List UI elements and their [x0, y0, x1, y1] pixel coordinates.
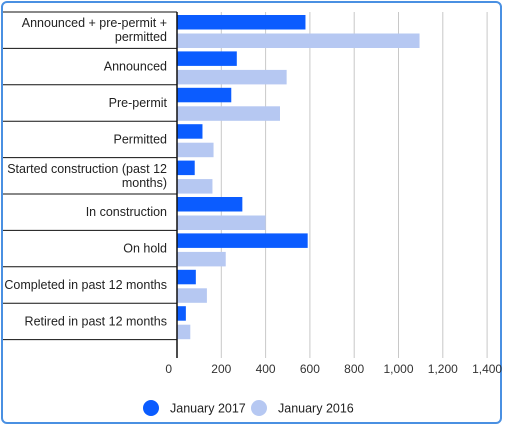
- bar-jan-2016-5: [177, 215, 266, 230]
- bars: [177, 15, 420, 340]
- category-labels: Announced + pre-permit + permitted Announc…: [4, 16, 167, 328]
- bar-jan-2016-1: [177, 69, 287, 85]
- bar-jan-2017-0: [177, 15, 306, 30]
- bar-jan-2016-2: [177, 106, 280, 121]
- bar-jan-2017-5: [177, 197, 243, 212]
- legend-label: January 2016: [278, 402, 354, 416]
- legend: January 2017 January 2016: [143, 400, 354, 416]
- bar-jan-2017-6: [177, 233, 308, 248]
- bar-jan-2016-4: [177, 179, 213, 194]
- bar-jan-2017-1: [177, 51, 237, 66]
- bar-jan-2016-8: [177, 324, 191, 340]
- x-tick-label: 1,200: [428, 362, 458, 376]
- bar-jan-2017-2: [177, 87, 232, 103]
- x-tick-label: 1,000: [383, 362, 413, 376]
- bar-jan-2016-6: [177, 251, 226, 267]
- x-tick-label: 200: [211, 362, 231, 376]
- x-tick-label: 600: [300, 362, 320, 376]
- bar-jan-2017-3: [177, 124, 203, 139]
- x-tick-label: 400: [256, 362, 276, 376]
- legend-swatch: [251, 400, 267, 416]
- x-axis-ticks: 0 200 400 600 800 1,000 1,200 1,400: [165, 362, 502, 376]
- category-label: Permitted: [114, 132, 168, 146]
- category-label: On hold: [123, 242, 167, 256]
- category-label: Completed in past 12 months: [4, 278, 167, 292]
- bar-jan-2016-7: [177, 288, 207, 303]
- x-tick-label: 0: [165, 362, 172, 376]
- category-label: Announced + pre-permit + permitted: [22, 16, 167, 44]
- x-tick-label: 1,400: [472, 362, 502, 376]
- category-label: Announced: [104, 60, 167, 74]
- bar-jan-2017-4: [177, 160, 195, 176]
- category-label: Pre-permit: [109, 96, 168, 110]
- bar-jan-2017-7: [177, 269, 196, 285]
- bar-jan-2017-8: [177, 306, 186, 321]
- category-label: Started construction (past 12 months): [7, 162, 167, 190]
- legend-swatch: [143, 400, 159, 416]
- category-label: In construction: [86, 205, 167, 219]
- bar-jan-2016-0: [177, 33, 420, 48]
- legend-label: January 2017: [170, 402, 246, 416]
- x-tick-label: 800: [344, 362, 364, 376]
- category-label: Retired in past 12 months: [25, 314, 167, 328]
- gridlines: [3, 11, 488, 358]
- bar-jan-2016-3: [177, 142, 214, 158]
